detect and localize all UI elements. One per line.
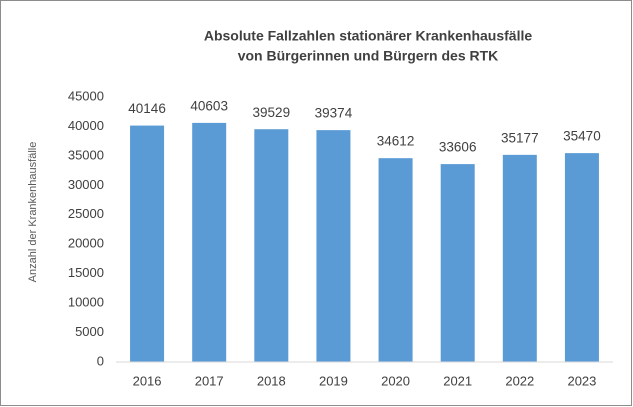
data-label: 40603 (190, 98, 228, 113)
y-tick-label: 35000 (68, 147, 104, 162)
y-tick-label: 30000 (68, 177, 104, 192)
data-label: 35177 (501, 130, 539, 145)
x-tick-label: 2016 (133, 373, 162, 388)
data-label: 33606 (439, 140, 477, 155)
data-label: 40146 (128, 101, 166, 116)
bar (316, 130, 351, 362)
bar (130, 125, 165, 363)
y-tick-label: 45000 (68, 88, 104, 103)
y-tick-label: 25000 (68, 206, 104, 221)
bar (564, 153, 599, 362)
data-label: 39374 (315, 106, 353, 121)
x-tick-label: 2017 (195, 373, 224, 388)
chart-title: von Bürgerinnen und Bürgern des RTK (238, 48, 499, 64)
x-tick-label: 2021 (443, 373, 472, 388)
x-tick-label: 2019 (319, 373, 348, 388)
chart-title: Absolute Fallzahlen stationärer Krankenh… (204, 28, 533, 44)
x-tick-label: 2022 (505, 373, 534, 388)
bar (254, 129, 289, 362)
bar (440, 164, 475, 362)
y-tick-label: 5000 (75, 324, 104, 339)
y-axis-label: Anzahl der Krankenhausfälle (27, 142, 39, 283)
x-tick-label: 2023 (567, 373, 596, 388)
bar (378, 158, 413, 362)
y-tick-label: 40000 (68, 118, 104, 133)
y-tick-label: 15000 (68, 265, 104, 280)
bar (192, 122, 227, 362)
y-tick-label: 20000 (68, 236, 104, 251)
data-label: 35470 (563, 129, 601, 144)
y-tick-label: 10000 (68, 295, 104, 310)
y-tick-label: 0 (97, 353, 104, 368)
x-tick-label: 2018 (257, 373, 286, 388)
x-tick-label: 2020 (381, 373, 410, 388)
data-label: 34612 (377, 134, 415, 149)
bar (502, 154, 537, 362)
data-label: 39529 (253, 105, 291, 120)
